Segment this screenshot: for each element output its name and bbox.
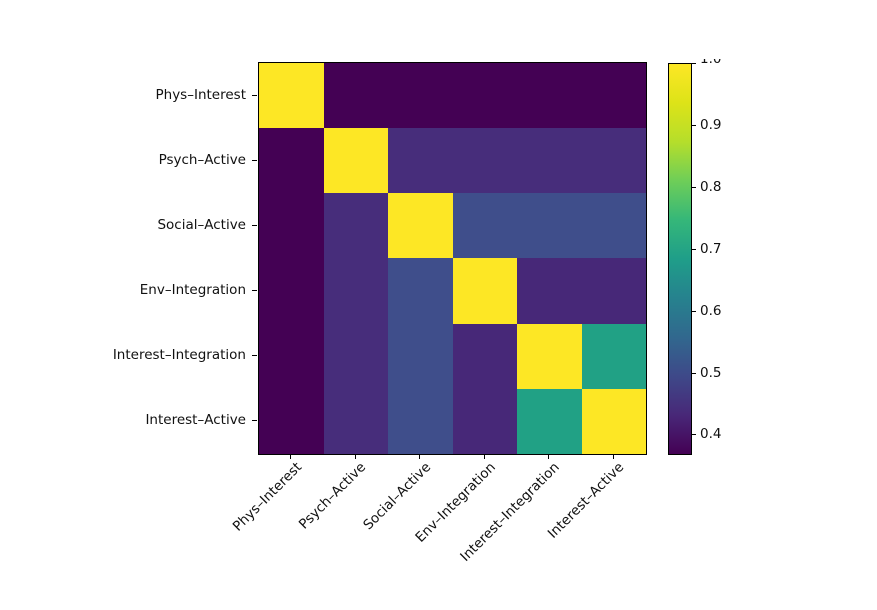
y-tick-label: Psych–Active [158, 151, 246, 168]
y-tick-mark [252, 290, 257, 291]
colorbar-tick-mark [691, 434, 696, 435]
heatmap-cell [259, 388, 324, 454]
x-tick-mark [613, 454, 614, 459]
heatmap-cell [517, 258, 582, 324]
heatmap-cell [452, 128, 517, 194]
heatmap-cell [388, 388, 453, 454]
heatmap-cell [452, 258, 517, 324]
y-tick-label: Phys–Interest [155, 86, 247, 103]
heatmap-cell [452, 323, 517, 389]
heatmap-cell [388, 63, 453, 129]
heatmap-cell [581, 258, 646, 324]
colorbar-tick-label-clipped: 1.0 [700, 59, 728, 64]
heatmap-cell [323, 193, 388, 259]
y-tick-label: Interest–Integration [112, 347, 246, 364]
colorbar-tick-label: 0.9 [700, 116, 722, 133]
heatmap-cell [452, 388, 517, 454]
x-tick-label: Psych–Active [296, 459, 370, 533]
heatmap-cell [259, 128, 324, 194]
colorbar-tick-label: 0.4 [700, 426, 722, 443]
heatmap-cell [581, 388, 646, 454]
heatmap-cell [388, 323, 453, 389]
heatmap-cell [388, 193, 453, 259]
colorbar-tick-label: 0.8 [700, 178, 722, 195]
x-tick-label: Phys–Interest [229, 459, 305, 535]
heatmap-cell [581, 128, 646, 194]
heatmap-cell [388, 258, 453, 324]
y-tick-mark [252, 225, 257, 226]
heatmap-cell [517, 63, 582, 129]
heatmap-cell [517, 193, 582, 259]
heatmap-cell [323, 258, 388, 324]
heatmap-cell [259, 193, 324, 259]
x-tick-mark [484, 454, 485, 459]
heatmap-cell [259, 63, 324, 129]
colorbar-tick-mark [691, 187, 696, 188]
heatmap-cell [452, 193, 517, 259]
colorbar-tick-label: 0.6 [700, 302, 722, 319]
colorbar-tick-label: 1.0 [700, 59, 728, 64]
colorbar-tick-mark [691, 249, 696, 250]
heatmap-cell [259, 258, 324, 324]
heatmap-cell [517, 323, 582, 389]
heatmap-cell [323, 323, 388, 389]
x-tick-mark [419, 454, 420, 459]
heatmap-cell [581, 323, 646, 389]
heatmap-cell [581, 193, 646, 259]
y-tick-mark [252, 420, 257, 421]
colorbar-tick-mark [691, 373, 696, 374]
heatmap-cell [323, 388, 388, 454]
y-tick-label: Env–Integration [139, 282, 246, 299]
x-tick-mark [355, 454, 356, 459]
heatmap-cell [388, 128, 453, 194]
heatmap-cell [517, 388, 582, 454]
x-tick-mark [548, 454, 549, 459]
correlation-heatmap [258, 62, 647, 455]
heatmap-cell [323, 63, 388, 129]
colorbar-tick-mark [691, 311, 696, 312]
colorbar-tick-mark [691, 63, 696, 64]
y-tick-mark [252, 160, 257, 161]
heatmap-cell [259, 323, 324, 389]
colorbar-tick-label: 0.5 [700, 364, 722, 381]
colorbar-tick-mark [691, 125, 696, 126]
y-tick-mark [252, 355, 257, 356]
heatmap-cell [581, 63, 646, 129]
y-tick-mark [252, 95, 257, 96]
heatmap-cell [323, 128, 388, 194]
colorbar-tick-label: 0.7 [700, 240, 722, 257]
heatmap-cell [517, 128, 582, 194]
colorbar [668, 63, 692, 455]
y-tick-label: Social–Active [157, 216, 246, 233]
x-tick-mark [290, 454, 291, 459]
heatmap-cell [452, 63, 517, 129]
y-tick-label: Interest–Active [145, 412, 246, 429]
